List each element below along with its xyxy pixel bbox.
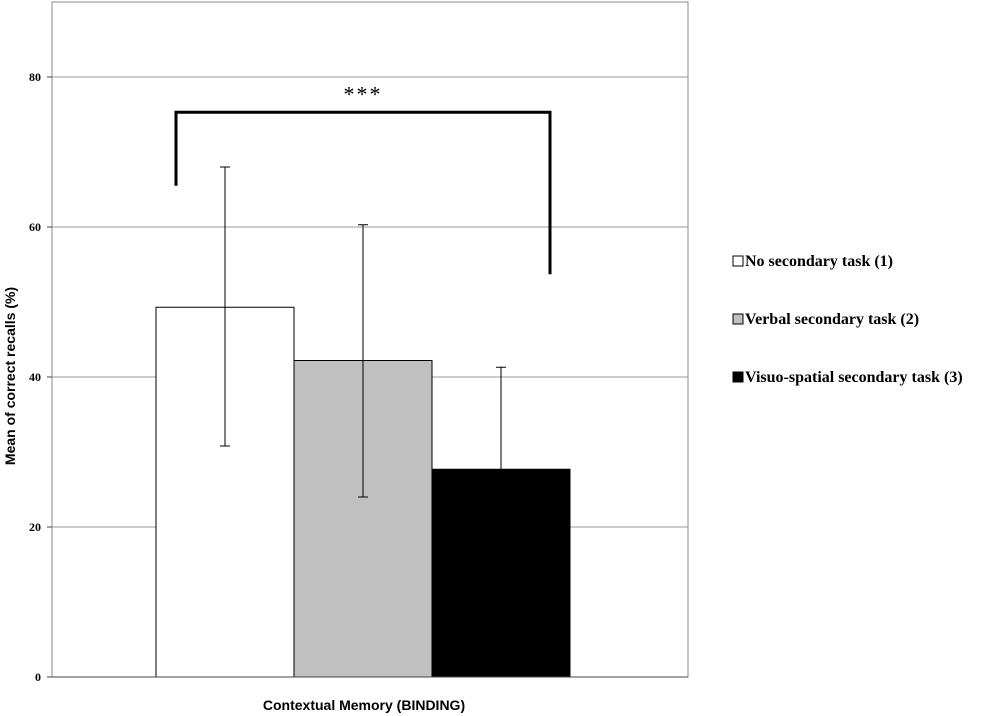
legend-label: Visuo-spatial secondary task (3) xyxy=(745,369,963,386)
legend-label: Verbal secondary task (2) xyxy=(745,311,919,328)
y-tick-label: 80 xyxy=(29,70,41,84)
axes: 0 20 40 60 80 xyxy=(29,1,689,684)
legend-swatch xyxy=(732,255,744,267)
significance-label: *** xyxy=(344,81,383,106)
error-bars xyxy=(220,166,506,573)
y-tick-label: 40 xyxy=(29,370,41,384)
y-tick-label: 20 xyxy=(29,520,41,534)
x-axis-title: Contextual Memory (BINDING) xyxy=(263,697,465,713)
significance-annotation: *** xyxy=(174,81,552,275)
legend-swatch xyxy=(732,313,744,325)
legend-label: No secondary task (1) xyxy=(745,253,893,270)
y-tick-label: 0 xyxy=(35,670,41,684)
legend: No secondary task (1) Verbal secondary ta… xyxy=(732,253,963,386)
significance-bracket xyxy=(174,110,552,275)
legend-swatch xyxy=(732,371,744,383)
y-tick-label: 60 xyxy=(29,220,41,234)
y-axis-title: Mean of correct recalls (%) xyxy=(2,287,18,465)
